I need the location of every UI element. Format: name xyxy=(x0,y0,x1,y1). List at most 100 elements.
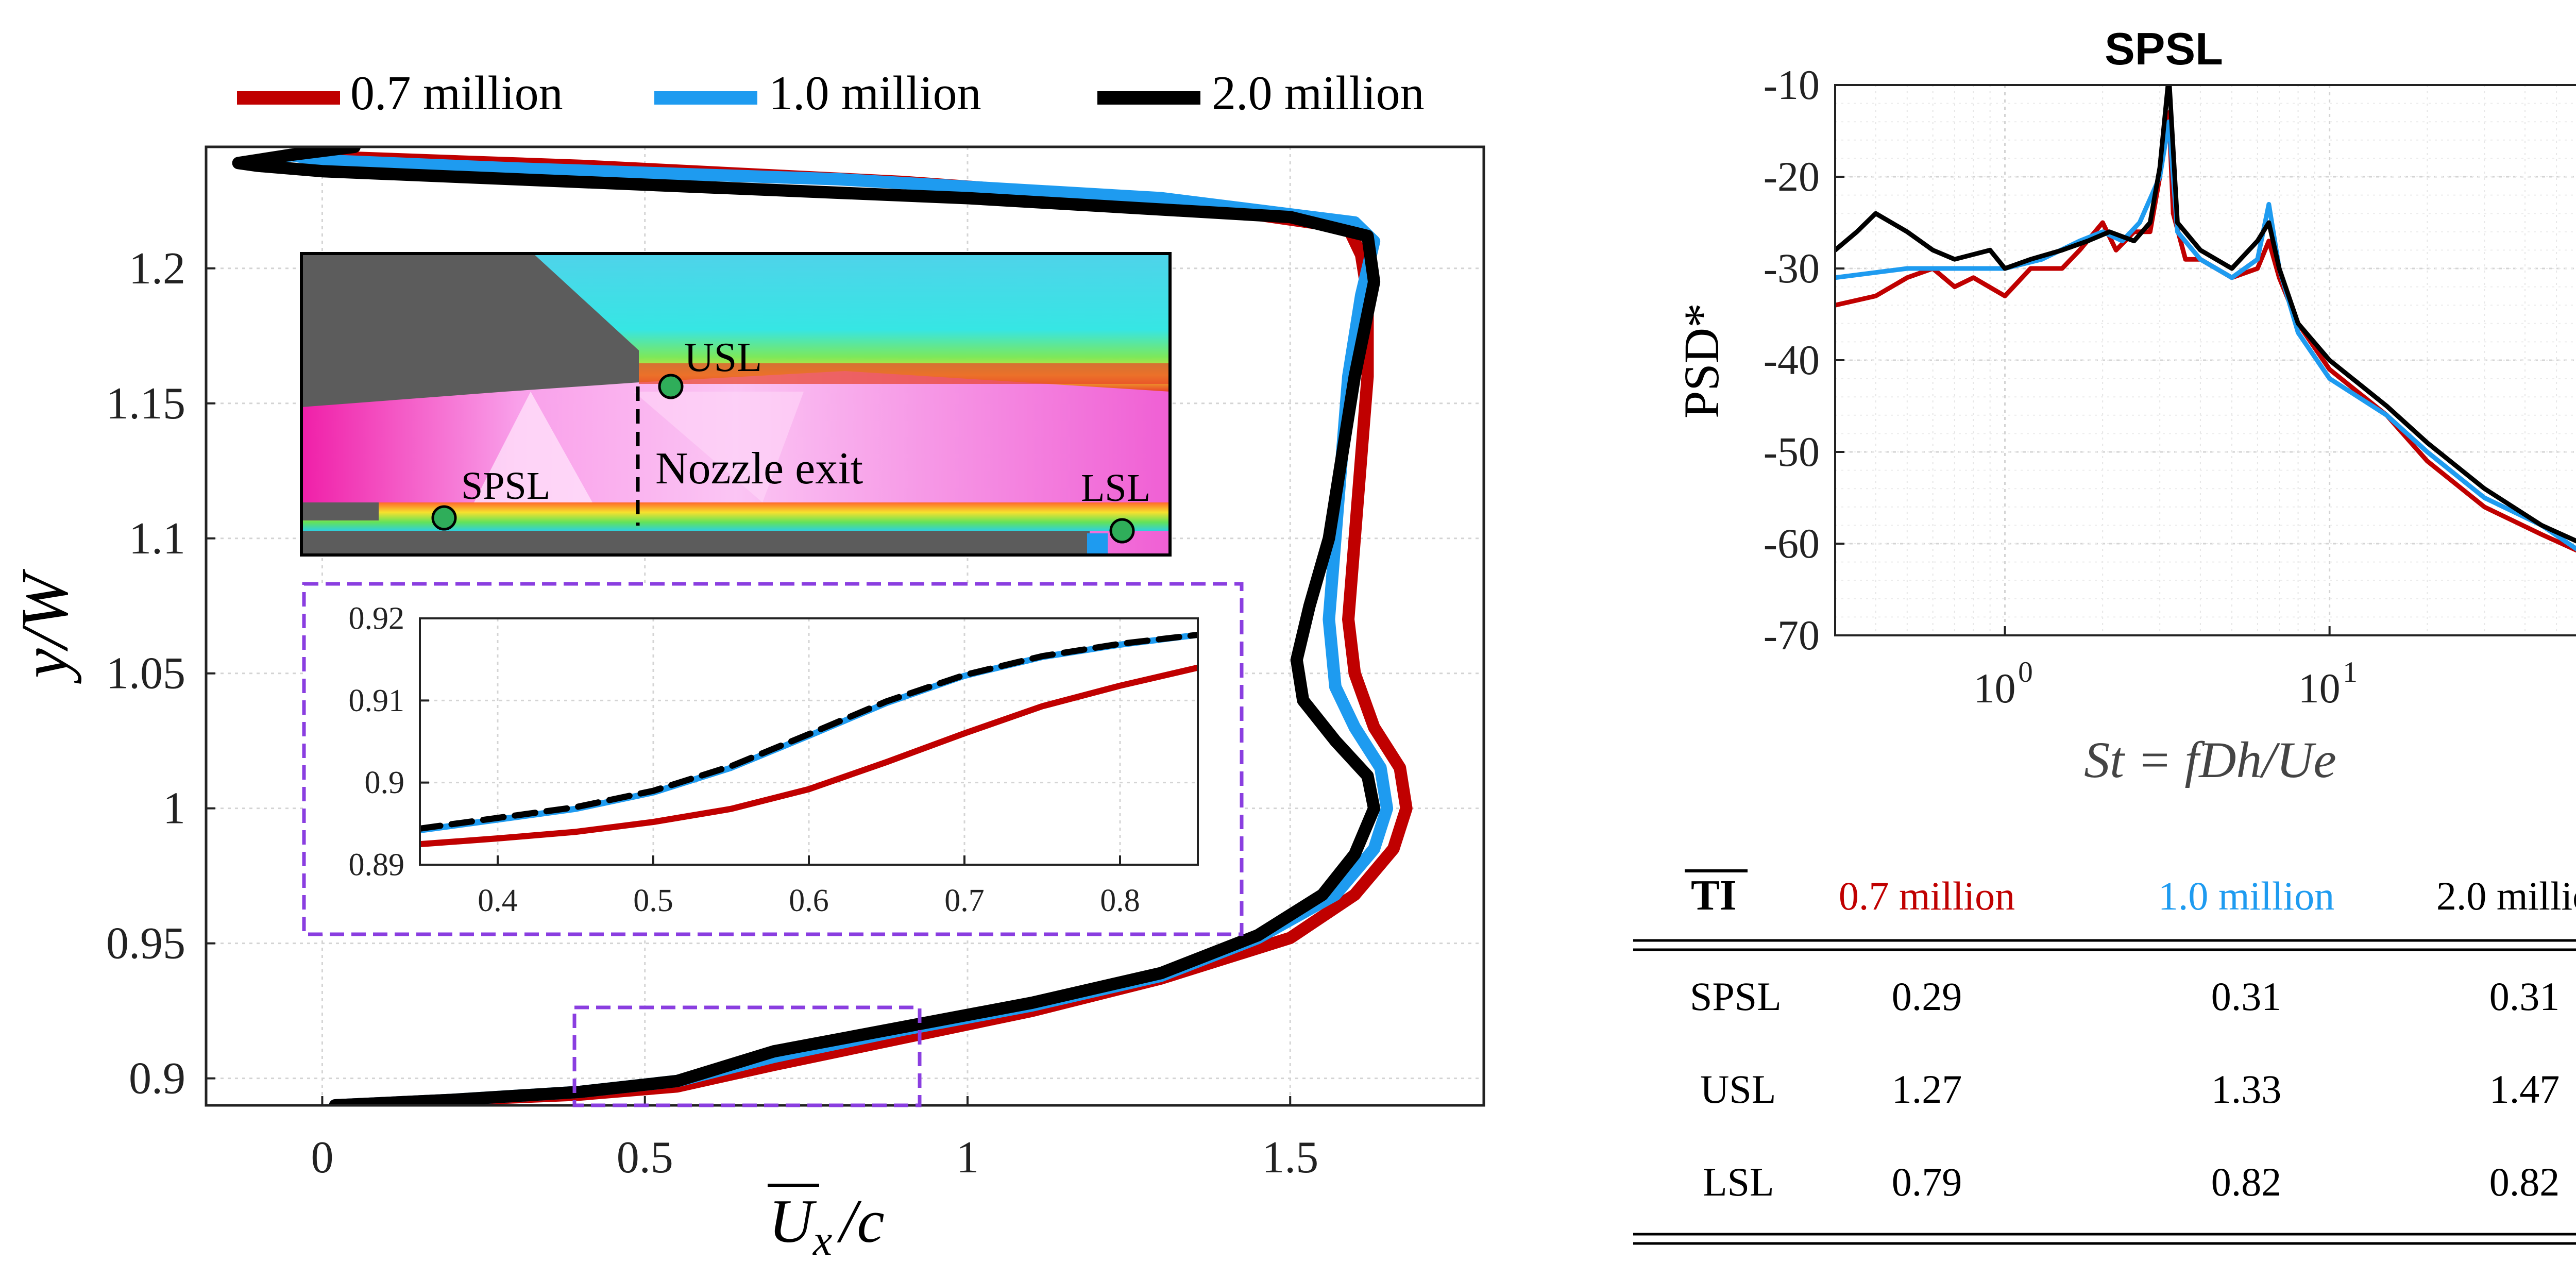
inset-series xyxy=(420,631,1198,848)
table-header-col3: 2.0 million xyxy=(2436,873,2576,918)
table-row-label: LSL xyxy=(1703,1159,1774,1204)
usl-marker xyxy=(658,374,684,399)
table-cell: 0.82 xyxy=(2489,1159,2560,1204)
y-tick-label: -30 xyxy=(1764,245,1820,292)
spsl-marker xyxy=(431,505,457,531)
x-tick-label: 10 xyxy=(1973,665,2015,712)
series-line-2-0-million xyxy=(1835,85,2576,544)
table-row: SPSL 0.29 0.31 0.31 xyxy=(1690,974,2560,1019)
svg-text:U: U xyxy=(769,1187,817,1255)
lsl-blue-patch xyxy=(1087,533,1108,555)
inset-ticks: 0.89 0.9 0.91 0.92 0.4 0.5 0.6 0.7 0.8 xyxy=(349,601,1140,918)
zoom-region-box xyxy=(572,1005,922,1107)
legend-label-black: 2.0 million xyxy=(1212,66,1425,120)
table-header-col2: 1.0 million xyxy=(2158,873,2334,918)
y-tick-label: 1.2 xyxy=(129,244,185,294)
inset-grid xyxy=(420,617,1198,866)
table-cell: 0.29 xyxy=(1892,974,1962,1019)
table-cell: 1.27 xyxy=(1892,1067,1962,1112)
legend-label-red: 0.7 million xyxy=(350,66,563,120)
y-tick-label: 1.05 xyxy=(106,649,185,699)
spsl-label: SPSL xyxy=(461,464,550,508)
table-row: LSL 0.79 0.82 0.82 xyxy=(1703,1159,2560,1204)
table-header-col1: 0.7 million xyxy=(1839,873,2015,918)
psd-y-axis-label: PSD* xyxy=(1674,303,1729,418)
y-tick-label: -40 xyxy=(1764,336,1820,383)
y-tick-label: 0.92 xyxy=(349,601,405,636)
nozzle-wall xyxy=(301,254,639,407)
contour-upper-stream xyxy=(533,254,1170,392)
usl-label: USL xyxy=(684,335,762,380)
x-tick-label: 0.5 xyxy=(617,1133,673,1183)
table-header: TI 0.7 million 1.0 million 2.0 million xyxy=(1685,869,2576,919)
y-tick-label: 1.1 xyxy=(129,514,185,564)
main-plot-frame xyxy=(205,145,1485,1107)
psd-x-axis-label: St = fDh/Ue xyxy=(2084,731,2336,788)
table-cell: 1.47 xyxy=(2489,1067,2560,1112)
y-tick-label: -50 xyxy=(1764,428,1820,475)
table-cell: 0.82 xyxy=(2211,1159,2282,1204)
contour-inset: Nozzle exit USL SPSL LSL xyxy=(300,252,1172,557)
table-header-label: TI xyxy=(1691,871,1737,919)
series-line-1-0-million xyxy=(1835,119,2576,552)
table-cell: 0.31 xyxy=(2489,974,2560,1019)
y-tick-label: -70 xyxy=(1764,612,1820,659)
y-tick-label: 0.95 xyxy=(106,919,185,969)
lsl-label: LSL xyxy=(1081,466,1150,510)
ti-table-svg: TI 0.7 million 1.0 million 2.0 million S… xyxy=(1633,869,2576,1245)
legend-label-blue: 1.0 million xyxy=(769,66,981,120)
y-tick-label: 0.9 xyxy=(365,765,405,800)
x-tick-label: 1.5 xyxy=(1262,1133,1318,1183)
x-tick-label: 0.6 xyxy=(789,883,829,918)
x-tick-label: 0.4 xyxy=(478,883,518,918)
y-tick-label: 0.9 xyxy=(129,1054,185,1104)
ti-table: TI 0.7 million 1.0 million 2.0 million S… xyxy=(1633,845,2576,1255)
table-row: USL 1.27 1.33 1.47 xyxy=(1700,1067,2560,1112)
y-tick-label: 1 xyxy=(163,784,185,834)
y-tick-label: 1.15 xyxy=(106,379,185,429)
table-row-label: USL xyxy=(1700,1067,1776,1112)
svg-text:/c: /c xyxy=(837,1187,885,1255)
y-tick-label: 0.89 xyxy=(349,847,405,882)
contour-image-frame xyxy=(300,252,1172,557)
svg-text:x: x xyxy=(812,1217,832,1259)
x-tick-exponent: 0 xyxy=(2018,656,2033,688)
table-cell: 0.79 xyxy=(1892,1159,1962,1204)
lower-wall-left xyxy=(301,502,379,520)
x-tick-label: 10 xyxy=(2298,665,2341,712)
table-cell: 1.33 xyxy=(2211,1067,2282,1112)
zoom-inset-box xyxy=(302,582,1244,936)
lower-wall xyxy=(301,531,1090,555)
series-line-2-0-million xyxy=(232,147,1381,1105)
psd-plot-frame xyxy=(1834,84,2576,636)
contour-light-cone xyxy=(474,392,592,502)
x-tick-label: 1 xyxy=(956,1133,979,1183)
contour-light-cone-2 xyxy=(634,392,804,502)
psd-title: SPSL xyxy=(2105,23,2223,74)
main-y-axis-label: y/W xyxy=(8,568,82,684)
x-tick-label: 0.5 xyxy=(633,883,673,918)
table-cell: 0.31 xyxy=(2211,974,2282,1019)
y-tick-label: -60 xyxy=(1764,520,1820,567)
psd-series xyxy=(1835,85,2576,553)
lsl-marker xyxy=(1109,518,1135,544)
x-tick-label: 0.8 xyxy=(1100,883,1140,918)
x-tick-exponent: 1 xyxy=(2343,656,2358,688)
zoom-inset: 0.89 0.9 0.91 0.92 0.4 0.5 0.6 0.7 0.8 xyxy=(302,582,1244,936)
y-tick-label: 0.91 xyxy=(349,683,405,718)
contour-red-band xyxy=(639,363,1170,384)
main-x-axis-label: U x /c xyxy=(768,1184,885,1262)
table-row-label: SPSL xyxy=(1690,974,1782,1019)
series-line-2-0-million xyxy=(420,631,1198,832)
series-line-0-7-million xyxy=(420,664,1198,848)
y-tick-label: -20 xyxy=(1764,153,1820,200)
legend: 0.7 million 1.0 million 2.0 million xyxy=(237,66,1425,120)
nozzle-exit-label: Nozzle exit xyxy=(655,444,863,494)
y-tick-label: -10 xyxy=(1764,61,1820,108)
main-ticks: 0.9 0.95 1 1.05 1.1 1.15 1.2 0 0.5 1 1.5 xyxy=(106,244,1318,1183)
inset-plot-frame xyxy=(419,617,1199,866)
x-tick-label: 0.7 xyxy=(944,883,985,918)
